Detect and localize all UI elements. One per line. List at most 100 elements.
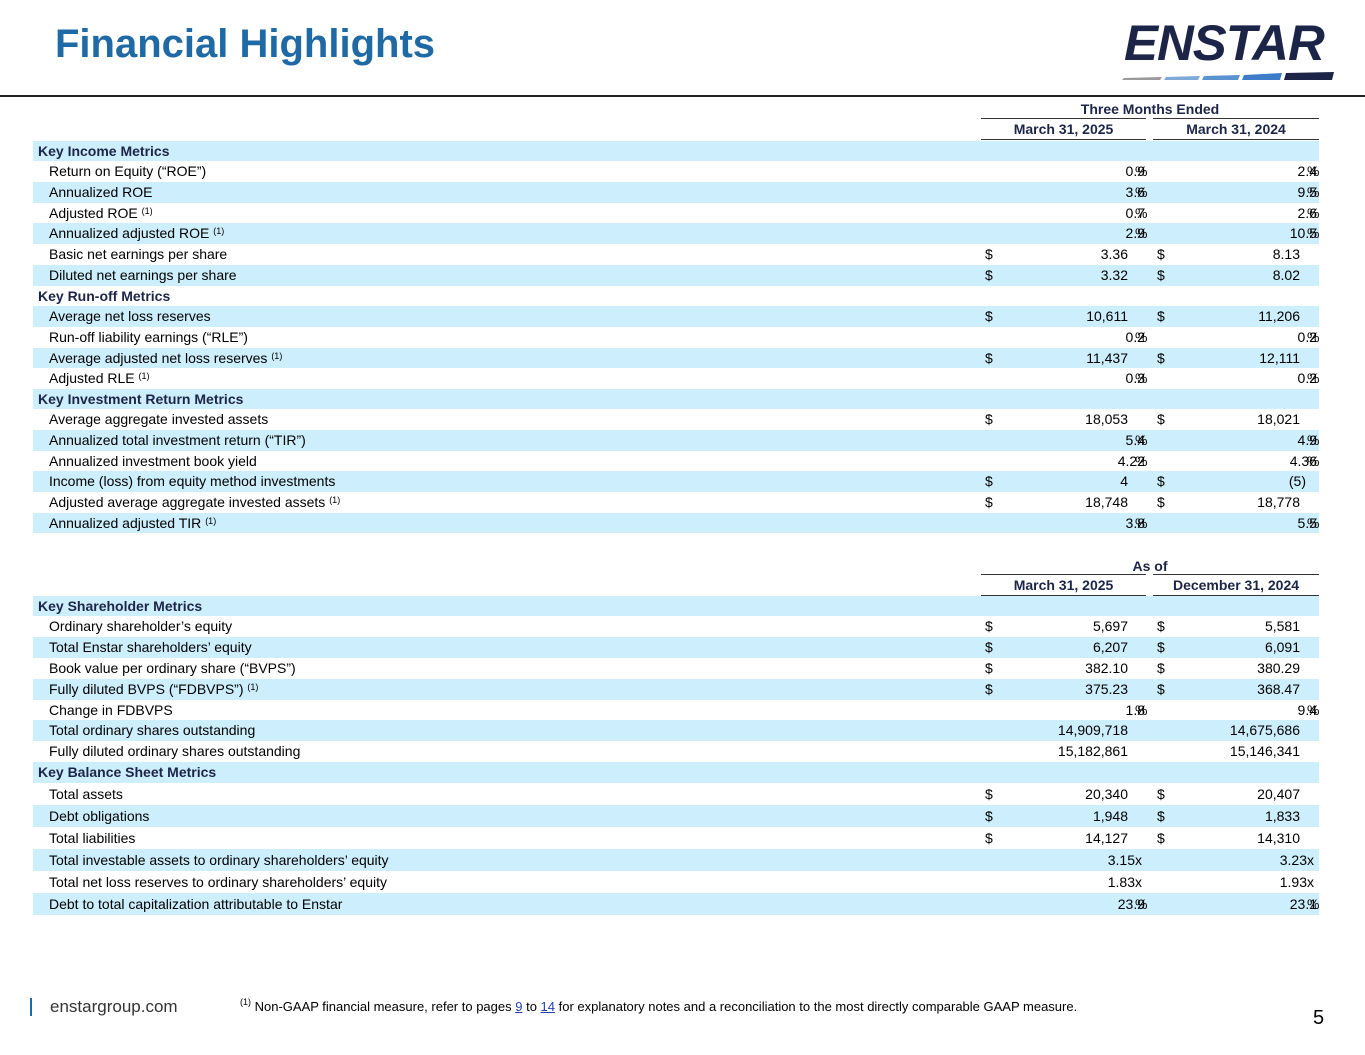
table-row: Income (loss) from equity method investm… — [33, 471, 1319, 492]
footnote-page-link-b[interactable]: 14 — [540, 999, 556, 1014]
row-label: Return on Equity (“ROE”) — [49, 161, 206, 182]
table1-group-header: Three Months Ended — [1080, 101, 1220, 117]
value-prior-period: 4.9 — [1297, 432, 1317, 448]
row-label-text: Adjusted RLE — [49, 370, 135, 386]
value-prior-period: 18,778 — [1257, 494, 1300, 510]
row-label-text: Annualized investment book yield — [49, 453, 257, 469]
value-current-period: 18,053 — [1085, 411, 1128, 427]
unit-symbol: % — [1307, 896, 1320, 912]
value-current-period: 6,207 — [1092, 639, 1128, 655]
table-row: Book value per ordinary share (“BVPS”) $3… — [33, 658, 1319, 679]
footnote-ref: (1) — [247, 682, 259, 692]
currency-symbol: $ — [1157, 681, 1165, 697]
row-label: Total investable assets to ordinary shar… — [49, 849, 389, 871]
value-current-period: 18,748 — [1085, 494, 1128, 510]
currency-symbol: $ — [1157, 808, 1165, 824]
unit-symbol: % — [1135, 453, 1148, 469]
row-label-text: Book value per ordinary share (“BVPS”) — [49, 660, 296, 676]
row-label-text: Key Investment Return Metrics — [38, 391, 244, 407]
value-prior-period: 0.2 — [1297, 370, 1317, 386]
table-row: Annualized investment book yield 4.22% 4.3… — [33, 451, 1319, 471]
row-label: Fully diluted BVPS (“FDBVPS”) (1) — [49, 679, 258, 700]
currency-symbol: $ — [985, 830, 993, 846]
value-current-period: 3.15x — [1107, 852, 1142, 868]
row-label: Total ordinary shares outstanding — [49, 720, 255, 741]
footnote-marker: (1) — [240, 997, 251, 1007]
value-current-period: 3.6 — [1125, 184, 1145, 200]
table-row: Adjusted RLE (1) 0.3% 0.2% — [33, 368, 1319, 389]
value-prior-period: 368.47 — [1257, 681, 1300, 697]
footer-website: enstargroup.com — [50, 997, 178, 1016]
currency-symbol: $ — [985, 681, 993, 697]
row-label-text: Ordinary shareholder’s equity — [49, 618, 233, 634]
value-current-period: 0.7 — [1125, 205, 1145, 221]
value-current-period: 10,611 — [1086, 308, 1128, 324]
row-label: Run-off liability earnings (“RLE”) — [49, 327, 248, 348]
row-label-text: Annualized adjusted TIR — [49, 515, 202, 531]
value-prior-period: 380.29 — [1257, 660, 1300, 676]
currency-symbol: $ — [985, 246, 993, 262]
row-label-text: Return on Equity (“ROE”) — [49, 163, 207, 179]
section-header-row: Key Run-off Metrics — [33, 286, 1319, 306]
value-current-period: 2.9 — [1125, 225, 1145, 241]
unit-symbol: % — [1135, 702, 1148, 718]
row-label-text: Annualized adjusted ROE — [49, 225, 210, 241]
value-current-period: 3.8 — [1125, 515, 1145, 531]
value-prior-period: 5.5 — [1297, 515, 1317, 531]
currency-symbol: $ — [1157, 411, 1165, 427]
row-label-text: Average aggregate invested assets — [49, 411, 269, 427]
table-row: Average adjusted net loss reserves (1) $1… — [33, 348, 1319, 368]
logo-stripes-icon — [1122, 72, 1334, 80]
currency-symbol: $ — [985, 350, 993, 366]
row-label-text: Diluted net earnings per share — [49, 267, 237, 283]
currency-symbol: $ — [985, 660, 993, 676]
row-label: Adjusted average aggregate invested asse… — [49, 492, 340, 513]
value-prior-period: 11,206 — [1258, 308, 1300, 324]
row-label-text: Total liabilities — [49, 830, 136, 846]
unit-symbol: % — [1307, 205, 1320, 221]
table-row: Run-off liability earnings (“RLE”) 0.2% 0.… — [33, 327, 1319, 348]
table-row: Average net loss reserves $10,611 $11,206 — [33, 306, 1319, 327]
unit-symbol: % — [1307, 225, 1320, 241]
footnote-ref: (1) — [271, 351, 283, 361]
table-row: Debt to total capitalization attributabl… — [33, 893, 1319, 915]
section-header-row: Key Balance Sheet Metrics — [33, 762, 1319, 783]
currency-symbol: $ — [1157, 494, 1165, 510]
table1-col1-header: March 31, 2025 — [981, 118, 1146, 140]
footnote: (1) Non-GAAP financial measure, refer to… — [240, 997, 1077, 1014]
value-prior-period: 8.02 — [1272, 267, 1300, 283]
unit-symbol: % — [1135, 515, 1148, 531]
currency-symbol: $ — [1157, 350, 1165, 366]
value-prior-period: 9.4 — [1297, 702, 1317, 718]
value-current-period: 5.4 — [1125, 432, 1145, 448]
row-label-text: Average adjusted net loss reserves — [49, 350, 268, 366]
value-prior-period: 4.36 — [1289, 453, 1317, 469]
currency-symbol: $ — [1157, 308, 1165, 324]
value-prior-period: 1.93x — [1279, 874, 1314, 890]
unit-symbol: % — [1307, 329, 1320, 345]
row-label-text: Change in FDBVPS — [49, 702, 173, 718]
table-row: Annualized ROE 3.6% 9.5% — [33, 182, 1319, 203]
footnote-page-link-a[interactable]: 9 — [515, 999, 523, 1014]
table-row: Total investable assets to ordinary shar… — [33, 849, 1319, 871]
table1-body: Key Income Metrics Return on Equity (“ROE… — [33, 141, 1319, 533]
table-row: Total ordinary shares outstanding 14,909,… — [33, 720, 1319, 741]
value-current-period: 0.9 — [1125, 163, 1145, 179]
unit-symbol: % — [1135, 163, 1148, 179]
value-current-period: 20,340 — [1085, 786, 1128, 802]
row-label-text: Adjusted ROE — [49, 205, 138, 221]
unit-symbol: % — [1307, 702, 1320, 718]
unit-symbol: % — [1135, 896, 1148, 912]
row-label: Total assets — [49, 783, 123, 805]
currency-symbol: $ — [985, 786, 993, 802]
row-label: Book value per ordinary share (“BVPS”) — [49, 658, 296, 679]
section-header-row: Key Investment Return Metrics — [33, 389, 1319, 409]
table-row: Fully diluted BVPS (“FDBVPS”) (1) $375.23… — [33, 679, 1319, 700]
table-row: Annualized adjusted TIR (1) 3.8% 5.5% — [33, 513, 1319, 533]
currency-symbol: $ — [1157, 473, 1165, 489]
table-row: Change in FDBVPS 1.8% 9.4% — [33, 700, 1319, 720]
value-prior-period: 15,146,341 — [1229, 743, 1300, 759]
unit-symbol: % — [1307, 184, 1320, 200]
unit-symbol: % — [1135, 370, 1148, 386]
table1-col2-header: March 31, 2024 — [1153, 118, 1319, 140]
